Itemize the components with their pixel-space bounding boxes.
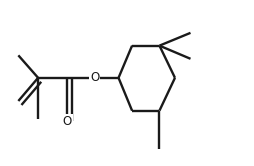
Text: O: O — [90, 71, 99, 84]
Text: O: O — [62, 115, 72, 127]
